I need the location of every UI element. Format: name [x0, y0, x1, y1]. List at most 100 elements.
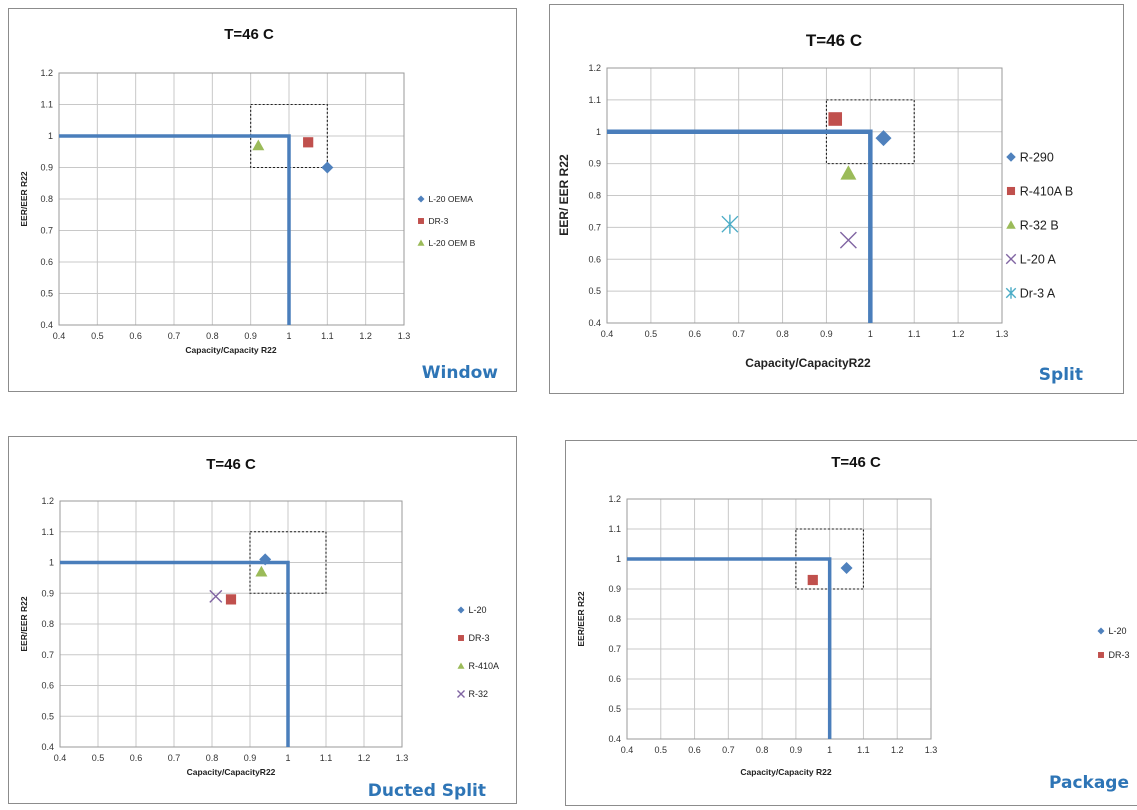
data-point-star [721, 214, 739, 234]
x-tick-label: 0.4 [601, 329, 614, 339]
y-tick-label: 0.6 [40, 257, 53, 267]
x-tick-label: 0.5 [91, 331, 104, 341]
legend-label: L-20 A [1020, 253, 1057, 267]
x-tick-label: 0.7 [168, 753, 181, 763]
x-tick-label: 0.9 [820, 329, 833, 339]
x-tick-label: 0.5 [655, 745, 668, 755]
y-tick-label: 1 [49, 558, 54, 568]
y-tick-label: 0.9 [40, 163, 53, 173]
x-tick-label: 1 [827, 745, 832, 755]
data-point-square [303, 137, 314, 148]
x-tick-label: 0.7 [168, 331, 181, 341]
chart-caption: Window [421, 363, 498, 383]
x-tick-label: 1 [868, 329, 873, 339]
y-tick-label: 1 [616, 554, 621, 564]
legend-label: R-410A B [1020, 185, 1074, 199]
y-tick-label: 0.7 [40, 226, 53, 236]
y-tick-label: 0.6 [41, 681, 54, 691]
x-tick-label: 0.5 [92, 753, 105, 763]
x-tick-label: 0.6 [129, 331, 142, 341]
scatter-chart-window: 0.4 0.5 0.6 0.7 0.8 0.9 1 1.1 1.2 1.3 0.4 0.5 0.6 0.7… [19, 26, 476, 355]
y-axis-label: EER/EER R22 [19, 171, 29, 227]
legend-label: DR-3 [1109, 650, 1130, 660]
y-tick-label: 0.5 [608, 704, 621, 714]
y-tick-label: 1 [596, 127, 601, 137]
x-tick-label: 1.1 [857, 745, 870, 755]
chart-panel-split: 0.4 0.5 0.6 0.7 0.8 0.9 1 1.1 1.2 1.3 0.4 0.5 0.6 0.7… [549, 4, 1124, 394]
scatter-chart-split: 0.4 0.5 0.6 0.7 0.8 0.9 1 1.1 1.2 1.3 0.4 0.5 0.6 0.7… [557, 31, 1074, 370]
y-tick-label: 1.2 [608, 494, 621, 504]
x-tick-label: 0.4 [53, 331, 66, 341]
legend-marker [1098, 652, 1104, 658]
y-tick-label: 0.9 [608, 584, 621, 594]
data-point-square [828, 112, 843, 126]
legend-marker [417, 195, 425, 203]
x-tick-label: 1.3 [925, 745, 938, 755]
reference-line [59, 134, 291, 325]
y-tick-label: 0.5 [588, 286, 601, 296]
plot-area-border [59, 500, 403, 748]
reference-line [627, 557, 832, 739]
y-tick-label: 0.4 [40, 320, 53, 330]
scatter-chart-package: 0.4 0.5 0.6 0.7 0.8 0.9 1 1.1 1.2 1.3 0.4 0.5 0.6 0.7… [576, 454, 1130, 777]
x-axis-label: Capacity/CapacityR22 [187, 767, 276, 777]
y-tick-label: 1 [48, 131, 53, 141]
legend-label: R-410A [469, 661, 500, 671]
x-tick-label: 1.2 [359, 331, 372, 341]
data-point-diamond [875, 130, 892, 147]
y-tick-label: 0.7 [41, 650, 54, 660]
data-point-triangle [252, 139, 265, 151]
chart-caption: Package [1048, 773, 1129, 793]
x-tick-label: 1.1 [908, 329, 921, 339]
y-tick-label: 1.1 [588, 95, 601, 105]
legend-label: R-32 [469, 689, 489, 699]
x-tick-label: 1.1 [321, 331, 334, 341]
plot-area-border [626, 498, 932, 740]
chart-caption: Split [1038, 365, 1083, 385]
x-tick-label: 0.6 [689, 329, 702, 339]
y-tick-label: 0.4 [608, 734, 621, 744]
plot-area-border [58, 72, 405, 326]
data-point-x [839, 231, 857, 249]
data-point-square [807, 574, 818, 586]
y-tick-label: 0.8 [608, 614, 621, 624]
y-tick-label: 0.9 [588, 159, 601, 169]
x-tick-label: 1.3 [396, 753, 409, 763]
x-tick-label: 0.7 [732, 329, 745, 339]
legend-label: L-20 [1109, 626, 1127, 636]
chart-title: T=46 C [206, 456, 256, 473]
data-point-square [225, 594, 237, 605]
y-tick-label: 1.2 [588, 63, 601, 73]
chart-title: T=46 C [224, 26, 274, 43]
y-tick-label: 0.8 [40, 194, 53, 204]
chart-caption: Ducted Split [367, 781, 486, 801]
x-tick-label: 0.8 [206, 753, 219, 763]
legend-marker [457, 662, 465, 669]
chart-panel-package: 0.4 0.5 0.6 0.7 0.8 0.9 1 1.1 1.2 1.3 0.4 0.5 0.6 0.7… [565, 440, 1137, 806]
x-axis-label: Capacity/Capacity R22 [740, 767, 831, 777]
legend-marker [457, 690, 465, 698]
x-tick-label: 1.2 [891, 745, 904, 755]
x-tick-label: 0.9 [790, 745, 803, 755]
legend-label: Dr-3 A [1020, 287, 1056, 301]
y-tick-label: 0.4 [41, 742, 54, 752]
x-tick-label: 1.3 [996, 329, 1009, 339]
y-axis-label: EER/EER R22 [576, 591, 586, 647]
chart-panel-window: 0.4 0.5 0.6 0.7 0.8 0.9 1 1.1 1.2 1.3 0.4 0.5 0.6 0.7… [8, 8, 517, 392]
y-tick-label: 1.1 [40, 100, 53, 110]
y-tick-label: 0.9 [41, 588, 54, 598]
x-axis-label: Capacity/CapacityR22 [745, 356, 871, 370]
legend-marker [458, 635, 464, 641]
y-axis-label: EER/EER R22 [19, 596, 29, 652]
x-tick-label: 1.2 [358, 753, 371, 763]
data-point-diamond [259, 553, 272, 566]
y-tick-label: 0.8 [41, 619, 54, 629]
chart-title: T=46 C [831, 454, 881, 471]
x-tick-label: 1.2 [952, 329, 965, 339]
x-tick-label: 0.9 [244, 753, 257, 763]
y-tick-label: 1.1 [41, 527, 54, 537]
data-point-triangle [255, 565, 268, 577]
x-tick-label: 0.4 [54, 753, 67, 763]
reference-line [607, 129, 873, 323]
legend-label: R-290 [1020, 151, 1054, 165]
